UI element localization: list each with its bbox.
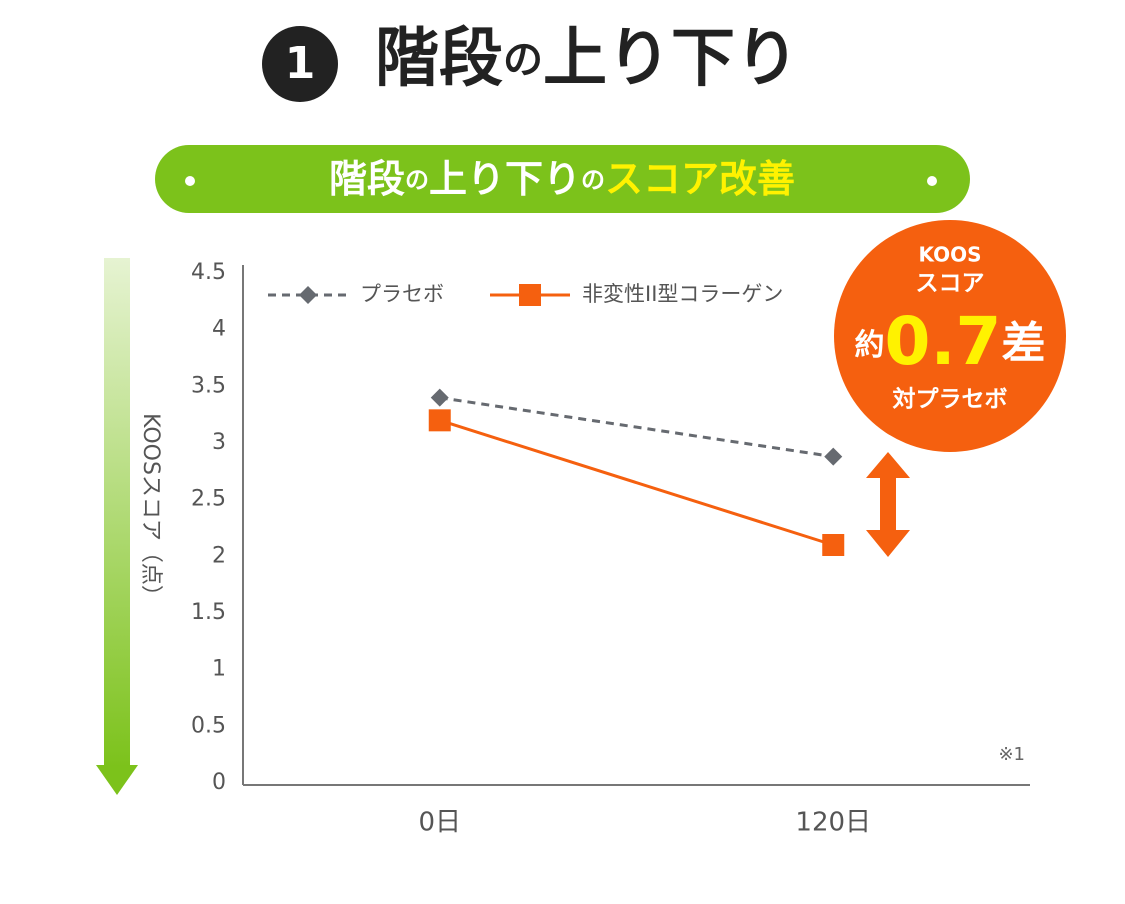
y-tick-label: 2 <box>212 543 226 568</box>
marker <box>430 388 449 407</box>
badge-number: 0.7 <box>885 303 1002 380</box>
badge-suffix: 差 <box>1001 318 1045 369</box>
banner-part: の <box>405 166 429 194</box>
badge <box>834 220 1066 452</box>
title-part: の <box>503 37 543 83</box>
banner-dot <box>927 176 937 186</box>
note: ※1 <box>998 744 1025 765</box>
legend-label: 非変性II型コラーゲン <box>582 282 783 306</box>
marker <box>824 447 843 466</box>
marker <box>822 534 845 556</box>
title-part: 上り下り <box>543 22 799 96</box>
banner-part: スコア改善 <box>605 157 795 201</box>
axis-arrow-head <box>96 765 138 795</box>
banner-part: の <box>581 166 605 194</box>
y-tick-label: 0.5 <box>191 713 226 738</box>
badge-text: KOOS <box>918 243 981 267</box>
y-tick-label: 0 <box>212 770 226 795</box>
axis-arrow <box>104 258 130 768</box>
badge-value: 約0.7差 <box>855 303 1046 380</box>
legend-marker <box>519 284 541 306</box>
legend-marker <box>299 286 317 304</box>
number-badge <box>262 26 338 102</box>
y-tick-label: 2.5 <box>191 487 226 512</box>
title-part: 階段 <box>375 22 503 96</box>
y-tick-label: 4.5 <box>191 260 226 285</box>
number: 1 <box>285 38 316 89</box>
banner-text: 階段の上り下りのスコア改善 <box>329 157 795 201</box>
y-tick-label: 3 <box>212 430 226 455</box>
series-line <box>439 418 834 547</box>
y-axis-label: KOOSスコア（点） <box>138 413 163 607</box>
y-tick-label: 3.5 <box>191 373 226 398</box>
y-tick-label: 4 <box>212 317 226 342</box>
legend-label: プラセボ <box>360 282 444 306</box>
banner-part: 上り下り <box>429 157 581 201</box>
series-line <box>439 396 834 459</box>
badge-text: スコア <box>916 271 985 297</box>
banner <box>155 145 970 213</box>
y-tick-label: 1 <box>212 657 226 682</box>
marker <box>428 409 451 432</box>
difference-arrow <box>866 452 910 557</box>
x-tick-label: 0日 <box>418 808 461 838</box>
badge-text: 対プラセボ <box>893 387 1008 413</box>
badge-prefix: 約 <box>855 328 885 363</box>
banner-dot <box>185 176 195 186</box>
title: 階段の上り下り <box>375 22 799 96</box>
banner-part: 階段 <box>329 157 405 201</box>
y-tick-label: 1.5 <box>191 600 226 625</box>
x-tick-label: 120日 <box>795 808 871 838</box>
